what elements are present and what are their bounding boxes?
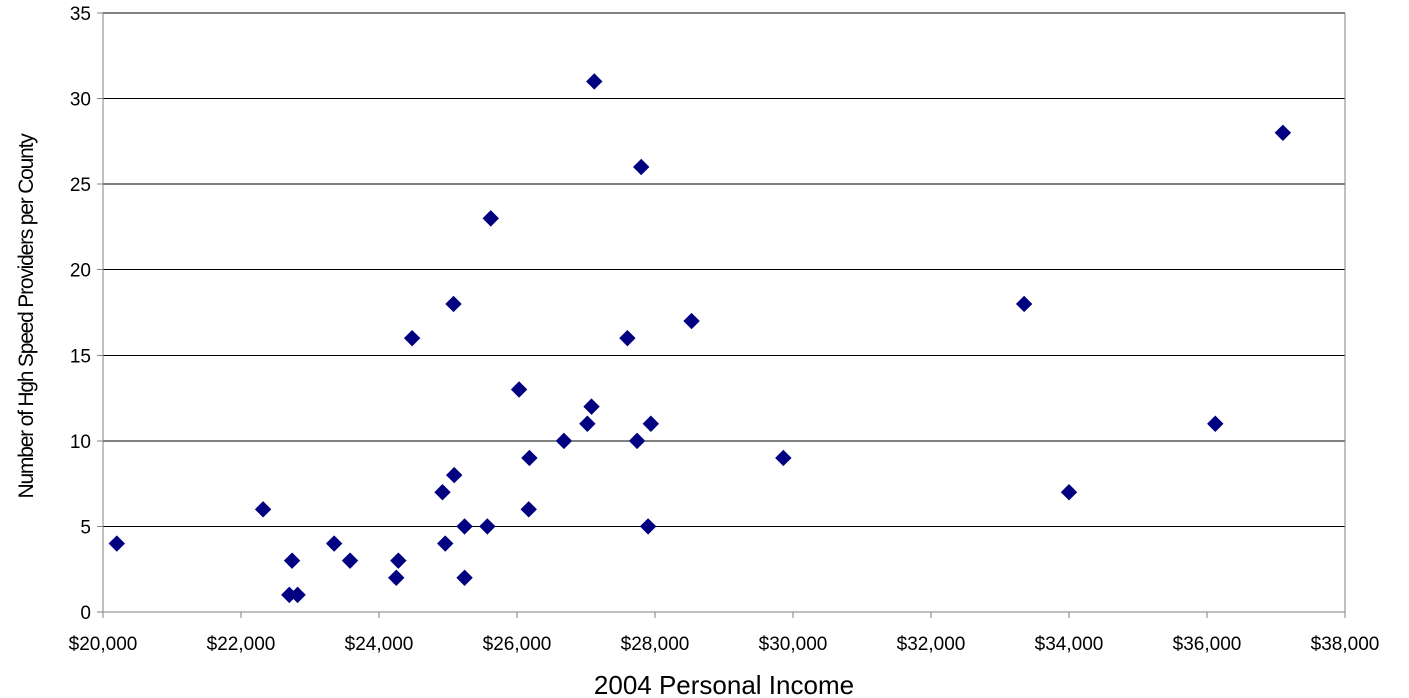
axes bbox=[97, 12, 1346, 618]
data-point bbox=[456, 569, 473, 586]
data-point bbox=[482, 210, 499, 227]
data-point bbox=[437, 535, 454, 552]
data-point bbox=[632, 158, 650, 176]
data-point bbox=[520, 501, 537, 518]
data-point bbox=[388, 569, 405, 586]
data-point bbox=[390, 552, 407, 569]
data-point bbox=[456, 518, 473, 535]
x-tick-label: $28,000 bbox=[621, 634, 690, 655]
data-point bbox=[521, 449, 538, 467]
data-point bbox=[289, 586, 306, 604]
x-axis-title: 2004 Personal Income bbox=[594, 670, 854, 698]
data-point bbox=[555, 432, 573, 450]
y-tick-label: 10 bbox=[70, 432, 91, 453]
data-point bbox=[283, 552, 301, 569]
data-point bbox=[1060, 483, 1078, 501]
x-tick-label: $22,000 bbox=[207, 634, 276, 655]
data-point bbox=[325, 535, 343, 552]
data-point bbox=[639, 518, 657, 535]
data-point bbox=[446, 466, 463, 484]
y-tick-label: 20 bbox=[70, 261, 91, 282]
y-tick-label: 0 bbox=[80, 603, 91, 624]
data-point bbox=[341, 552, 359, 569]
y-tick-label: 30 bbox=[70, 90, 91, 111]
data-point bbox=[479, 518, 496, 535]
x-tick-label: $26,000 bbox=[483, 634, 552, 655]
x-tick-label: $34,000 bbox=[1035, 634, 1104, 655]
data-point bbox=[619, 329, 636, 347]
data-point bbox=[254, 501, 272, 518]
data-point bbox=[775, 449, 792, 467]
data-point bbox=[1015, 295, 1033, 313]
y-tick-label: 5 bbox=[80, 517, 91, 538]
data-point bbox=[583, 398, 600, 415]
x-tick-label: $20,000 bbox=[69, 634, 138, 655]
data-point bbox=[586, 73, 603, 90]
x-tick-label: $38,000 bbox=[1311, 634, 1380, 655]
data-point bbox=[642, 415, 660, 432]
x-tick-labels: $20,000 $22,000 $24,000 $26,000 $28,000 $30,0… bbox=[69, 634, 1380, 655]
data-point bbox=[683, 312, 700, 330]
data-points bbox=[108, 73, 1292, 604]
x-tick-label: $30,000 bbox=[759, 634, 828, 655]
y-axis-title: Number of Hgh Speed Providers per County bbox=[15, 133, 38, 499]
data-point bbox=[445, 295, 462, 313]
y-tick-label: 35 bbox=[70, 4, 91, 25]
y-tick-label: 25 bbox=[70, 175, 91, 196]
data-point bbox=[403, 329, 421, 347]
data-point bbox=[1207, 415, 1224, 432]
x-tick-label: $32,000 bbox=[897, 634, 966, 655]
y-tick-label: 15 bbox=[70, 346, 91, 367]
data-point bbox=[579, 415, 596, 432]
data-point bbox=[434, 483, 451, 501]
data-point bbox=[1274, 124, 1292, 142]
data-point bbox=[108, 535, 126, 552]
x-tick-label: $36,000 bbox=[1173, 634, 1242, 655]
x-tick-label: $24,000 bbox=[345, 634, 414, 655]
data-point bbox=[510, 381, 528, 398]
data-point bbox=[628, 432, 646, 450]
gridlines bbox=[103, 12, 1345, 527]
y-tick-labels: 0 5 10 15 20 25 30 35 bbox=[70, 4, 91, 624]
